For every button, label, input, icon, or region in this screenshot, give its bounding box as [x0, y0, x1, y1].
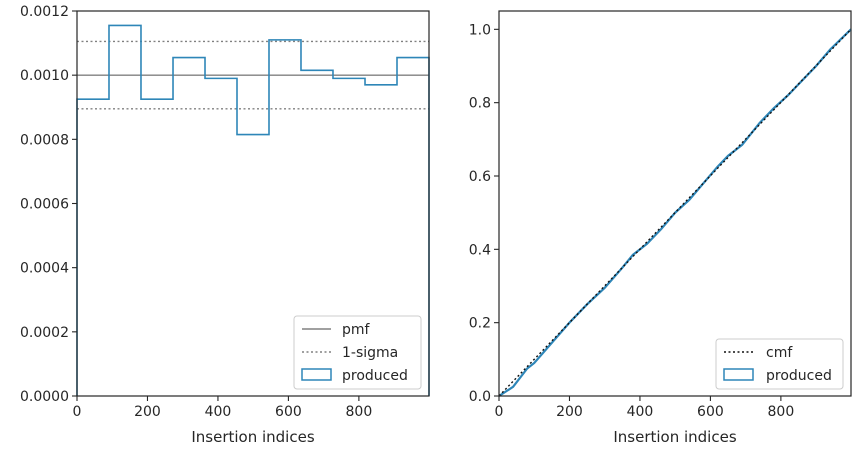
pmf-y-tick-label: 0.0006 [20, 197, 69, 213]
cmf-x-tick-label: 400 [627, 404, 654, 420]
cmf-line [498, 28, 852, 397]
cmf-y-ticks: 0.0 0.2 0.4 0.6 0.8 1.0 [469, 22, 499, 405]
legend-cmf-produced-label: produced [766, 368, 832, 384]
cmf-y-tick-label: 1.0 [469, 22, 491, 38]
produced-step-histogram [76, 24, 430, 396]
cmf-y-tick-label: 0.8 [469, 96, 491, 112]
pmf-legend: pmf 1-sigma produced [293, 315, 422, 390]
pmf-y-tick-label: 0.0012 [20, 4, 69, 20]
legend-produced-label: produced [342, 368, 408, 384]
legend-cmf-produced-swatch [723, 368, 754, 381]
cmf-x-axis-label: Insertion indices [613, 428, 736, 446]
pmf-y-tick-label: 0.0004 [20, 261, 69, 277]
cmf-y-tick-label: 0.0 [469, 389, 491, 405]
cmf-plot-area [498, 28, 852, 397]
pmf-y-tick-label: 0.0010 [20, 68, 69, 84]
cmf-x-tick-label: 800 [768, 404, 795, 420]
pmf-y-tick-label: 0.0000 [20, 389, 69, 405]
cmf-legend: cmf produced [715, 338, 844, 390]
cmf-x-tick-label: 200 [556, 404, 583, 420]
cmf-x-tick-label: 0 [495, 404, 504, 420]
cmf-y-tick-label: 0.6 [469, 169, 491, 185]
pmf-x-tick-label: 0 [73, 404, 82, 420]
cmf-chart: 0 200 400 600 800 0.0 0.2 0.4 0.6 0.8 1.0 Inserti… [469, 10, 852, 446]
cmf-y-tick-label: 0.2 [469, 316, 491, 332]
cmf-axes-frame [498, 10, 852, 397]
cmf-x-ticks: 0 200 400 600 800 [495, 396, 795, 420]
pmf-x-ticks: 0 200 400 600 800 [73, 396, 373, 420]
pmf-x-axis-label: Insertion indices [191, 428, 314, 446]
legend-pmf-label: pmf [342, 322, 371, 338]
cmf-y-tick-label: 0.4 [469, 242, 491, 258]
pmf-y-tick-label: 0.0002 [20, 325, 69, 341]
pmf-plot-area [76, 24, 430, 396]
cmf-x-tick-label: 600 [697, 404, 724, 420]
pmf-y-ticks: 0.0000 0.0002 0.0004 0.0006 0.0008 0.0010 0.00… [20, 4, 77, 405]
legend-produced-swatch [301, 368, 332, 381]
pmf-x-tick-label: 400 [205, 404, 232, 420]
pmf-x-tick-label: 800 [346, 404, 373, 420]
pmf-legend-box [293, 315, 422, 390]
produced-cumulative-line [498, 28, 852, 397]
legend-cmf-label: cmf [766, 345, 793, 361]
pmf-chart: 0 200 400 600 800 0.00000.00020.00040.00060.… [20, 4, 430, 446]
pmf-x-tick-label: 200 [134, 404, 161, 420]
pmf-x-tick-label: 600 [275, 404, 302, 420]
legend-sigma-label: 1-sigma [342, 345, 398, 361]
pmf-y-tick-label: 0.0008 [20, 132, 69, 148]
